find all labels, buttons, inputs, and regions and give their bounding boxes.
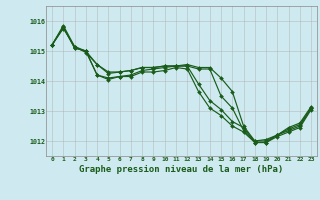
X-axis label: Graphe pression niveau de la mer (hPa): Graphe pression niveau de la mer (hPa) bbox=[79, 165, 284, 174]
